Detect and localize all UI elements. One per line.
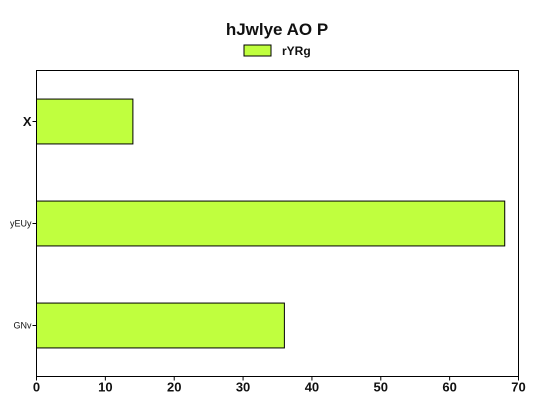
x-tick-label: 60 [442, 380, 456, 395]
legend-swatch [243, 44, 272, 57]
bars [36, 98, 506, 349]
bar-X [36, 98, 134, 145]
x-tick-label: 20 [167, 380, 181, 395]
x-tick-label: 10 [98, 380, 112, 395]
x-tick-label: 40 [305, 380, 319, 395]
x-tick-label: 70 [511, 380, 525, 395]
y-tick-label: yEUy [10, 219, 32, 229]
x-axis: 0 10 20 30 40 50 60 70 [33, 376, 526, 395]
chart-title: hJwlye AO P [226, 20, 328, 39]
x-tick-label: 0 [33, 380, 40, 395]
bar-yEUy [36, 200, 506, 247]
legend-label: rYRg [282, 44, 311, 58]
bar-GNv [36, 302, 285, 349]
y-tick-label: GNv [14, 321, 33, 331]
y-tick-label: X [23, 114, 32, 129]
legend: rYRg [243, 44, 311, 58]
x-tick-label: 30 [236, 380, 250, 395]
x-tick-label: 50 [374, 380, 388, 395]
